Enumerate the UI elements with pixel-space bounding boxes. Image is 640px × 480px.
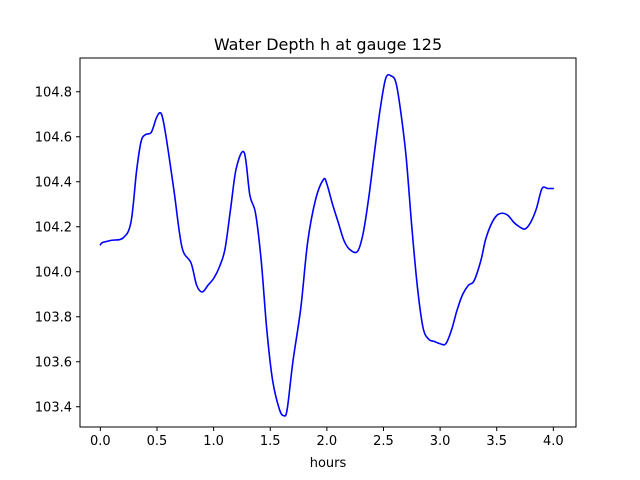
plot-layer bbox=[99, 73, 555, 417]
plot-area-frame bbox=[79, 57, 577, 428]
x-tick-label: 1.0 bbox=[203, 434, 224, 449]
y-tick-label: 103.4 bbox=[35, 400, 72, 415]
x-axis-label: hours bbox=[310, 456, 347, 471]
y-tick-label: 104.8 bbox=[35, 85, 72, 100]
x-tick-label: 3.0 bbox=[430, 434, 451, 449]
y-tick-label: 103.6 bbox=[35, 355, 72, 370]
y-tick-label: 103.8 bbox=[35, 310, 72, 325]
y-tick-label: 104.0 bbox=[35, 265, 72, 280]
x-tick-label: 2.5 bbox=[373, 434, 394, 449]
x-tick-label: 4.0 bbox=[543, 434, 564, 449]
x-tick-label: 1.5 bbox=[260, 434, 281, 449]
x-tick-label: 2.0 bbox=[317, 434, 338, 449]
y-tick-label: 104.4 bbox=[35, 175, 72, 190]
x-tick-label: 3.5 bbox=[486, 434, 507, 449]
y-axis-ticks: 103.4 103.6 103.8 104.0 104.2 104.4 104.6 104.8 bbox=[35, 85, 80, 415]
chart-title: Water Depth h at gauge 125 bbox=[214, 35, 442, 54]
y-tick-label: 104.6 bbox=[35, 130, 72, 145]
x-tick-label: 0.0 bbox=[90, 434, 111, 449]
y-tick-label: 104.2 bbox=[35, 220, 72, 235]
series-line-0 bbox=[99, 73, 555, 417]
x-axis-ticks: 0.0 0.5 1.0 1.5 2.0 2.5 3.0 3.5 4.0 bbox=[90, 427, 564, 449]
x-tick-label: 0.5 bbox=[147, 434, 168, 449]
